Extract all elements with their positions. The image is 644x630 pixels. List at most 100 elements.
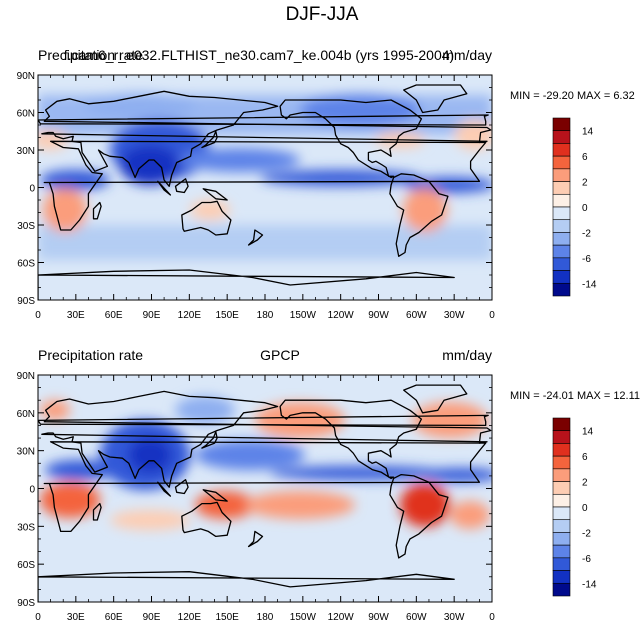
y-tick-label: 30N	[17, 146, 35, 157]
colorbar-label: -14	[582, 579, 597, 590]
x-tick-label: 120W	[328, 612, 355, 623]
y-tick-label: 60N	[17, 409, 35, 420]
p1-field-s-america	[403, 188, 447, 232]
colorbar-label: -14	[582, 279, 597, 290]
colorbar-label: 6	[582, 152, 588, 163]
coastline-1-13	[247, 229, 264, 246]
coastline-2-12	[202, 489, 228, 502]
colorbar-swatch	[552, 506, 571, 521]
coastline-2-10	[157, 481, 172, 497]
panel1-coastlines	[38, 84, 492, 300]
y-tick-label: 30S	[17, 522, 35, 533]
panel1-colorbar: 14 6 2 0 -2 -6 -14	[552, 117, 597, 297]
panel2-right-label: mm/day	[442, 347, 492, 363]
colorbar-swatch	[552, 117, 571, 132]
p1-field-itcz-epac	[260, 170, 420, 186]
x-tick-label: 0	[35, 612, 41, 623]
colorbar-swatch	[552, 193, 571, 208]
x-tick-label: 180	[257, 310, 274, 321]
p2-field-indian-ocean	[110, 510, 190, 530]
colorbar-swatch	[552, 570, 571, 584]
colorbar-swatch	[552, 257, 571, 271]
p2-field-natl	[412, 402, 488, 438]
y-tick-label: 30S	[17, 221, 35, 232]
x-tick-label: 0	[489, 612, 495, 623]
colorbar-swatch	[552, 181, 571, 195]
colorbar-swatch	[552, 557, 571, 571]
p1-field-nh-storm	[85, 93, 195, 117]
coastline-1-10	[157, 180, 172, 196]
x-tick-label: 60E	[105, 310, 123, 321]
coastline-1-5	[403, 84, 468, 114]
panel2-coastlines	[38, 384, 492, 602]
p2-field-s-africa	[40, 482, 100, 518]
x-tick-label: 30E	[67, 612, 85, 623]
x-tick-label: 90E	[143, 612, 161, 623]
p1-field-s-africa	[43, 188, 87, 232]
x-tick-label: 0	[35, 310, 41, 321]
p1-field-sh-band	[38, 225, 492, 260]
colorbar-label: 14	[582, 427, 594, 438]
x-tick-label: 90W	[368, 310, 389, 321]
panel2-field	[40, 396, 492, 530]
x-tick-label: 90W	[368, 612, 389, 623]
coastline-2-2	[279, 399, 423, 480]
y-tick-label: 90S	[17, 598, 35, 609]
x-tick-label: 60W	[406, 612, 427, 623]
p2-field-npac	[255, 402, 345, 438]
coastline-1-9	[38, 114, 489, 126]
colorbar-label: 14	[582, 127, 594, 138]
colorbar-swatch	[552, 519, 571, 533]
panel1-left-label: Precipitation rate	[38, 47, 144, 63]
colorbar-label: 0	[582, 203, 588, 214]
y-tick-label: 30N	[17, 447, 35, 458]
panel1-map: 0 30E 60E 90E 120E 150E 180 150W 120W 90W 60W 30W 09…	[17, 71, 496, 321]
y-tick-label: 0	[29, 184, 35, 195]
p2-field-spcz	[245, 491, 355, 519]
figure-title: DJF-JJA	[285, 4, 359, 25]
colorbar-label: -6	[582, 254, 591, 265]
y-tick-label: 90N	[17, 71, 35, 82]
y-tick-label: 0	[29, 485, 35, 496]
colorbar-swatch	[552, 219, 571, 233]
x-tick-label: 0	[489, 310, 495, 321]
coastline-1-4	[181, 200, 232, 236]
p2-field-africa-sahel	[45, 460, 115, 480]
x-tick-label: 90E	[143, 310, 161, 321]
panel1-center-label: f.cam6_r_e032.FLTHIST_ne30.cam7_ke.004b …	[63, 47, 455, 63]
colorbar-label: -2	[582, 228, 591, 239]
panel2-colorbar: 14 6 2 0 -2 -6 -14	[552, 417, 597, 597]
coastline-2-6	[38, 571, 455, 602]
colorbar-swatch	[552, 468, 571, 482]
p1-field-mediterranean	[38, 130, 68, 150]
colorbar-label: 2	[582, 478, 588, 489]
colorbar-swatch	[552, 532, 571, 546]
coastline-1-11	[174, 178, 189, 194]
p2-field-s-america	[400, 483, 450, 527]
colorbar-swatch	[552, 270, 571, 284]
coastline-2-9	[38, 414, 489, 427]
panel2-center-label: GPCP	[260, 347, 300, 363]
coastline-2-5	[403, 384, 468, 414]
colorbar-swatch	[552, 430, 571, 444]
panel1-min-max: MIN = -29.20 MAX = 6.32	[510, 90, 635, 102]
x-tick-label: 120E	[178, 310, 202, 321]
p2-field-australia	[195, 491, 255, 519]
x-tick-label: 60W	[406, 310, 427, 321]
colorbar-swatch	[552, 455, 571, 470]
coastline-2-8	[201, 431, 218, 449]
p2-field-bay-bengal	[128, 437, 172, 473]
x-tick-label: 150W	[290, 612, 317, 623]
colorbar-swatch	[552, 232, 571, 246]
y-tick-label: 60N	[17, 109, 35, 120]
x-tick-label: 150E	[215, 612, 239, 623]
y-tick-label: 90N	[17, 371, 35, 382]
p1-field-wpac	[180, 148, 300, 172]
colorbar-swatch	[552, 143, 571, 157]
colorbar-label: -2	[582, 528, 591, 539]
colorbar-swatch	[552, 244, 571, 259]
p1-field-npac	[300, 94, 420, 126]
colorbar-swatch	[552, 168, 571, 182]
coastline-1-3	[389, 173, 449, 257]
